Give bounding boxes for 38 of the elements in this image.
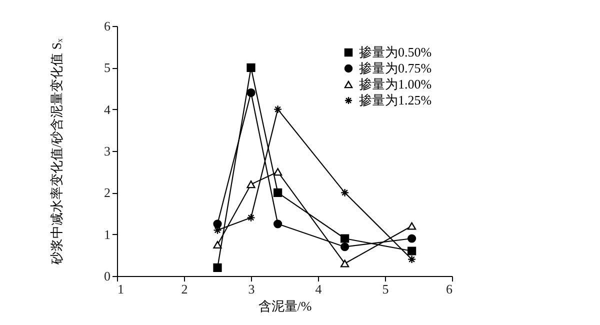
point — [407, 255, 416, 264]
x-tick-label: 5 — [382, 282, 389, 296]
x-tick-label: 1 — [118, 282, 124, 296]
y-tick-label: 1 — [104, 226, 110, 242]
legend-label: 掺量为1.25% — [359, 92, 432, 108]
point — [213, 263, 222, 272]
point — [407, 234, 416, 243]
point — [340, 260, 350, 268]
y-tick-label: 0 — [104, 268, 110, 284]
legend-label: 掺量为0.75% — [359, 60, 432, 76]
point — [407, 222, 416, 230]
y-tick-label: 6 — [104, 18, 111, 34]
point — [407, 246, 416, 256]
point — [246, 88, 256, 97]
legend-label: 掺量为1.00% — [359, 76, 432, 92]
y-tick-label: 5 — [104, 60, 110, 76]
point — [340, 188, 350, 197]
point — [246, 180, 256, 188]
x-tick-label: 6 — [446, 282, 453, 296]
point — [246, 213, 256, 222]
legend-label: 掺量为0.50% — [359, 44, 432, 60]
y-axis-title: 砂浆中减水率变化值/砂含泥量变化值 Sₓ — [49, 38, 64, 266]
point — [273, 188, 282, 197]
y-tick-label: 2 — [104, 185, 110, 200]
point — [273, 220, 282, 228]
y-tick-label: 4 — [104, 102, 111, 117]
y-tick-label: 3 — [104, 144, 110, 158]
point — [213, 240, 222, 249]
x-tick-label: 3 — [248, 282, 255, 296]
point — [273, 168, 282, 176]
x-axis-title: 含泥量/% — [258, 298, 312, 314]
x-tick-label: 2 — [181, 282, 188, 296]
point — [213, 220, 222, 228]
point — [340, 234, 350, 243]
point — [340, 242, 350, 252]
point — [273, 105, 282, 114]
x-tick-label: 4 — [315, 282, 322, 296]
point — [246, 63, 256, 72]
